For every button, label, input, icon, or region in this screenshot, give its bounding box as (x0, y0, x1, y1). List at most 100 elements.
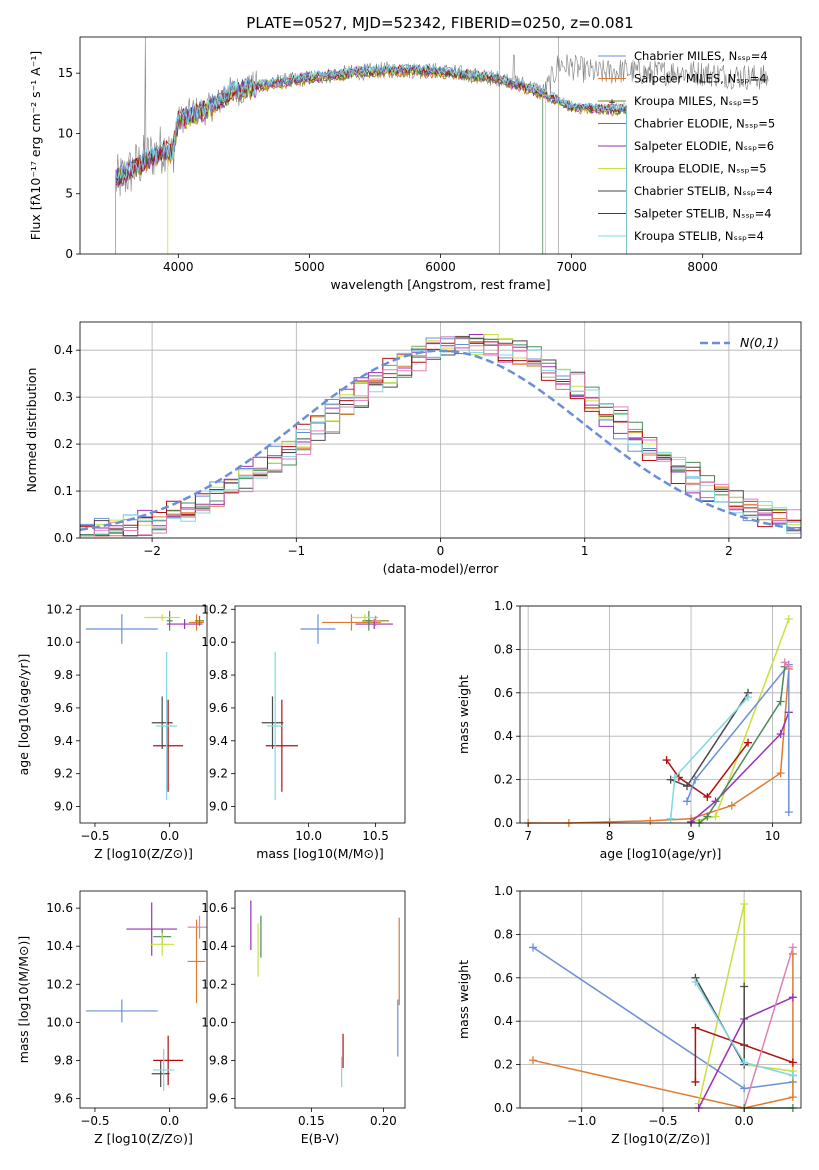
massweight-marker-sm (776, 769, 785, 778)
massweight-marker-sm (788, 1093, 797, 1102)
histogram-plot-area (80, 334, 801, 537)
y-tick-label: 10.0 (201, 1015, 228, 1029)
x-tick-label: 1 (581, 544, 589, 558)
massweight-line-cm (686, 662, 790, 813)
figure-title: PLATE=0527, MJD=52342, FIBERID=0250, z=0… (246, 14, 633, 32)
errorbar-plot-area (261, 610, 393, 800)
y-tick-label: 0.8 (494, 927, 513, 941)
axes-frame (234, 605, 406, 824)
y-tick-label: 9.2 (54, 767, 73, 781)
y-axis-label: age [log10(age/yr)] (16, 654, 31, 776)
y-tick-label: 9.6 (209, 1091, 228, 1105)
massweight-vs-metallicity-panel: −1.0 −0.5 0.0 0.0 0.2 0.4 0.6 0.8 1.0 Z [log10(Z/… (456, 884, 802, 1146)
x-tick-label: 0.20 (370, 1114, 397, 1128)
model-spectrum-ss (115, 63, 627, 254)
y-tick-label: 10.2 (201, 602, 228, 616)
y-axis-label: mass [log10(M/M⊙)] (16, 936, 31, 1064)
y-tick-label: 10.6 (201, 901, 228, 915)
residual-histogram-panel: −2 −1 0 1 2 0.0 0.1 0.2 0.3 0.4 (data-model)/error… (24, 321, 802, 576)
massweight-marker-se (776, 730, 785, 739)
massweight-line-ss (694, 1026, 794, 1082)
massweight-marker-ss (691, 1077, 700, 1086)
line-plot-area (524, 615, 793, 827)
model-spectrum-cs (115, 64, 627, 254)
massweight-marker-ks (740, 1058, 749, 1067)
x-tick-label: 10.0 (295, 829, 322, 843)
massweight-marker-ss (744, 738, 753, 747)
x-tick-label: −1 (287, 544, 305, 558)
massweight-marker-cs (740, 982, 749, 991)
y-axis-label: mass weight (456, 675, 471, 754)
massweight-line-se (698, 996, 794, 1109)
y-tick-label: 10.4 (201, 939, 228, 953)
x-tick-label: 5000 (294, 260, 325, 274)
x-axis-label: age [log10(age/yr)] (600, 846, 722, 861)
x-axis-label: Z [log10(Z/Z⊙)] (611, 1131, 710, 1146)
legend-label: Chabrier MILES, Nₛₛₚ=4 (634, 49, 768, 63)
x-tick-label: 8000 (687, 260, 718, 274)
massweight-marker-ks (666, 814, 675, 823)
normal-curve (80, 349, 801, 532)
massweight-marker-sm (727, 801, 736, 810)
y-tick-label: 1.0 (494, 884, 513, 898)
legend-label: Salpeter ELODIE, Nₛₛₚ=6 (634, 139, 774, 153)
y-tick-label: 0.1 (54, 484, 73, 498)
massweight-line-se (690, 712, 790, 823)
massweight-vs-age-panel: 7 8 9 10 0.0 0.2 0.4 0.6 0.8 1.0 age [log10(age/yr… (456, 599, 802, 861)
legend-marker: + (608, 98, 616, 108)
y-tick-label: 10 (58, 126, 73, 140)
y-tick-label: 0.2 (494, 773, 513, 787)
y-tick-label: 0.3 (54, 390, 73, 404)
massweight-line-ce (698, 666, 786, 824)
age-vs-metallicity-panel: −0.5 0.0 9.0 9.2 9.4 9.6 9.8 10.0 10.2 Z [log10(Z… (16, 602, 208, 861)
legend-label: Salpeter STELIB, Nₛₛₚ=4 (634, 207, 772, 221)
y-tick-label: 9.8 (54, 1053, 73, 1067)
y-axis-label: Normed distribution (24, 368, 39, 493)
massweight-marker-ks (691, 978, 700, 987)
massweight-marker-sm (646, 816, 655, 825)
massweight-line-pk (784, 661, 790, 668)
x-tick-label: 0.0 (160, 1114, 179, 1128)
legend-label: Kroupa STELIB, Nₛₛₚ=4 (634, 229, 764, 243)
massweight-line-pk (743, 947, 794, 1109)
massweight-marker-ss (788, 1058, 797, 1067)
massweight-marker-ss (691, 1023, 700, 1032)
x-tick-label: 7000 (556, 260, 587, 274)
x-tick-label: 8 (606, 829, 614, 843)
y-tick-label: 9.4 (209, 734, 228, 748)
legend-label: Kroupa ELODIE, Nₛₛₚ=5 (634, 162, 767, 176)
y-tick-label: 9.0 (54, 800, 73, 814)
x-tick-label: −0.5 (80, 1114, 109, 1128)
y-tick-label: 0.4 (54, 343, 73, 357)
y-tick-label: 9.0 (209, 800, 228, 814)
x-tick-label: 0 (437, 544, 445, 558)
axes-frame (234, 890, 406, 1109)
y-tick-label: 0.0 (494, 1101, 513, 1115)
y-tick-label: 10.0 (201, 635, 228, 649)
mass-vs-metallicity-panel: −0.5 0.0 9.6 9.8 10.0 10.2 10.4 10.6 Z [log10(Z/… (16, 890, 208, 1146)
massweight-marker-cm (784, 808, 793, 817)
massweight-marker-ke (740, 900, 749, 909)
y-tick-label: 9.4 (54, 734, 73, 748)
massweight-marker-ke (711, 812, 720, 821)
y-tick-label: 10.4 (46, 939, 73, 953)
massweight-marker-cs (666, 775, 675, 784)
x-tick-label: −2 (143, 544, 161, 558)
massweight-marker-cm (691, 775, 700, 784)
y-axis-label: Flux [fλ10⁻¹⁷ erg cm⁻² s⁻¹ A⁻¹] (28, 51, 43, 240)
massweight-marker-cm (528, 943, 537, 952)
y-tick-label: 0.4 (494, 729, 513, 743)
x-tick-label: 7 (524, 829, 532, 843)
x-tick-label: 10 (765, 829, 780, 843)
x-tick-label: 0.0 (735, 1114, 754, 1128)
y-tick-label: 0.0 (54, 531, 73, 545)
massweight-marker-cs (682, 782, 691, 791)
spectrum-plot-area (115, 37, 769, 254)
massweight-marker-sm (528, 1056, 537, 1065)
x-tick-label: 10.5 (362, 829, 389, 843)
massweight-marker-cm (682, 797, 691, 806)
legend-label: N(0,1) (740, 335, 779, 350)
x-axis-label: (data-model)/error (383, 561, 500, 576)
y-tick-label: 10.2 (46, 602, 73, 616)
massweight-marker-ss (662, 756, 671, 765)
